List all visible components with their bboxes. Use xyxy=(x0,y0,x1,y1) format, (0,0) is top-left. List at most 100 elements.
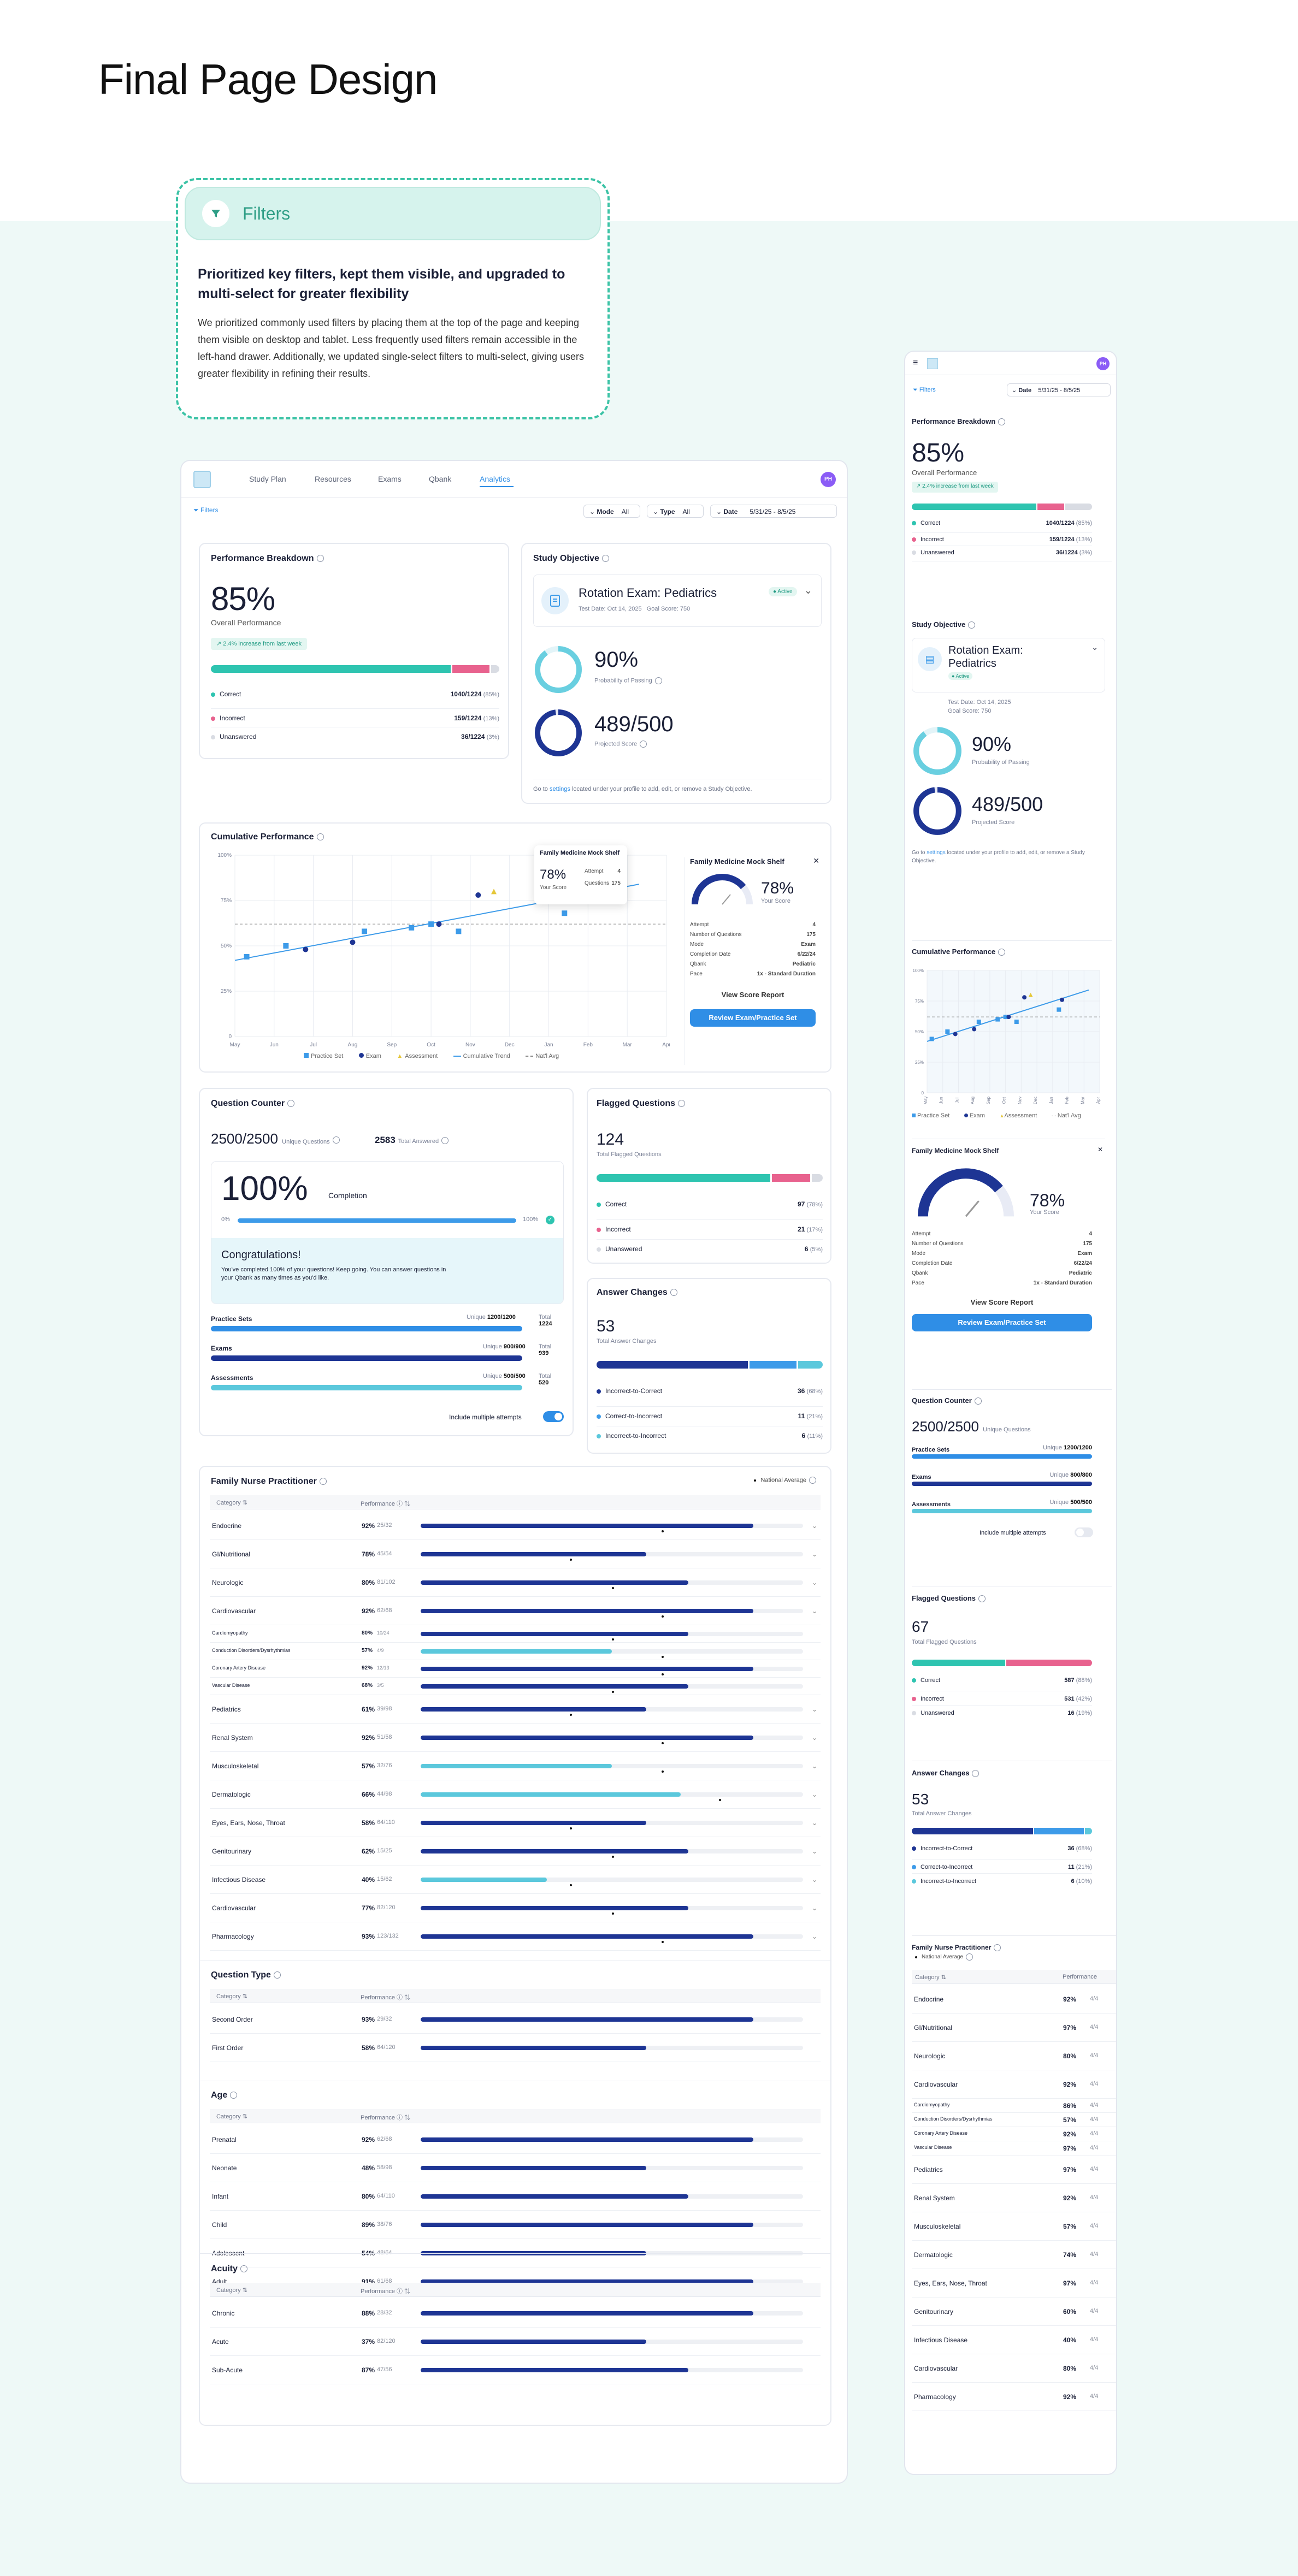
date-filter[interactable]: ⌄ Date 5/31/25 - 8/5/25 xyxy=(710,505,837,518)
info-icon[interactable] xyxy=(287,1100,295,1108)
m-view-report-button[interactable]: View Score Report xyxy=(970,1298,1034,1306)
m-table-row[interactable]: Cardiovascular 92% 4/4 xyxy=(912,2070,1116,2099)
date-filter[interactable]: ⌄ Date 5/31/25 - 8/5/25 xyxy=(1007,383,1111,396)
info-icon[interactable] xyxy=(601,555,609,562)
table-row[interactable]: Neonate 48% 58/98 xyxy=(210,2154,821,2182)
info-icon[interactable] xyxy=(319,1478,327,1485)
nav-analytics[interactable]: Analytics xyxy=(480,475,511,483)
review-exam-button[interactable]: Review Exam/Practice Set xyxy=(690,1009,816,1027)
table-row[interactable]: Child 89% 38/76 xyxy=(210,2211,821,2239)
close-icon[interactable]: ✕ xyxy=(1097,1146,1103,1153)
m-table-row[interactable]: Pharmacology 92% 4/4 xyxy=(912,2383,1116,2411)
table-row[interactable]: Second Order 93% 29/32 xyxy=(210,2005,821,2034)
table-row[interactable]: Neurologic 80% 81/102 ⌄ xyxy=(210,1568,821,1597)
m-table-row[interactable]: Musculoskeletal 57% 4/4 xyxy=(912,2212,1116,2241)
practice-set-point xyxy=(244,954,250,960)
table-row[interactable]: Acute 37% 82/120 xyxy=(210,2328,821,2356)
m-objective-row[interactable]: ▤ Rotation Exam: Pediatrics ⌄ ● Active xyxy=(912,638,1105,692)
nav-study-plan[interactable]: Study Plan xyxy=(249,475,286,483)
table-row[interactable]: Conduction Disorders/Dysrhythmias 57% 4/9 xyxy=(210,1643,821,1660)
m-perf-split xyxy=(912,504,1093,510)
chevron-down-icon[interactable]: ⌄ xyxy=(804,585,812,596)
m-unique: 2500/2500 Unique Questions xyxy=(912,1418,1031,1435)
table-row[interactable]: Pediatrics 61% 39/98 ⌄ xyxy=(210,1695,821,1724)
table-row[interactable]: Prenatal 92% 62/68 xyxy=(210,2125,821,2154)
info-icon[interactable] xyxy=(678,1100,686,1108)
exam-point xyxy=(1022,995,1027,1000)
table-row[interactable]: Cardiovascular 92% 62/68 ⌄ xyxy=(210,1597,821,1625)
m-table-row[interactable]: Dermatologic 74% 4/4 xyxy=(912,2241,1116,2269)
m-table-row[interactable]: Coronary Artery Disease 92% 4/4 xyxy=(912,2127,1116,2141)
table-row[interactable]: Vascular Disease 68% 3/5 xyxy=(210,1678,821,1695)
m-table-row[interactable]: GI/Nutritional 97% 4/4 xyxy=(912,2014,1116,2042)
flagged-questions-card: Flagged Questions 124 Total Flagged Ques… xyxy=(587,1088,831,1264)
col-category[interactable]: Category ⇅ xyxy=(216,2287,247,2294)
nav-qbank[interactable]: Qbank xyxy=(429,475,452,483)
col-performance[interactable]: Performance ⓘ ⇅ xyxy=(361,2288,411,2295)
table-row[interactable]: GI/Nutritional 78% 45/54 ⌄ xyxy=(210,1540,821,1568)
info-icon[interactable] xyxy=(670,1289,677,1296)
m-table-row[interactable]: Cardiovascular 80% 4/4 xyxy=(912,2354,1116,2383)
filters-button[interactable]: ⏷ Filters xyxy=(193,506,219,514)
table-row[interactable]: Dermatologic 66% 44/98 ⌄ xyxy=(210,1780,821,1809)
hamburger-menu-icon[interactable]: ≡ xyxy=(913,358,918,368)
m-table-row[interactable]: Cardiomyopathy 86% 4/4 xyxy=(912,2099,1116,2113)
probability-label: Probability of Passing xyxy=(594,677,662,684)
table-row[interactable]: Endocrine 92% 25/32 ⌄ xyxy=(210,1512,821,1540)
avatar[interactable]: PH xyxy=(1096,357,1110,370)
col-category[interactable]: Category ⇅ xyxy=(216,1500,247,1506)
performance-bar xyxy=(421,1707,646,1712)
type-filter[interactable]: ⌄ Type All xyxy=(647,505,704,518)
col-category[interactable]: Category ⇅ xyxy=(216,1993,247,2000)
nav-resources[interactable]: Resources xyxy=(315,475,351,483)
m-table-row[interactable]: Genitourinary 60% 4/4 xyxy=(912,2297,1116,2326)
table-row[interactable]: Pharmacology 93% 123/132 ⌄ xyxy=(210,1922,821,1951)
info-icon[interactable] xyxy=(316,833,324,841)
m-table-row[interactable]: Eyes, Ears, Nose, Throat 97% 4/4 xyxy=(912,2269,1116,2297)
multiple-attempts-toggle[interactable] xyxy=(543,1411,564,1422)
table-row[interactable]: Sub-Acute 87% 47/56 xyxy=(210,2356,821,2384)
m-review-button[interactable]: Review Exam/Practice Set xyxy=(912,1314,1092,1331)
settings-link[interactable]: settings xyxy=(549,786,570,792)
performance-bar xyxy=(421,1524,753,1528)
table-row[interactable]: First Order 58% 64/120 xyxy=(210,2034,821,2062)
mode-filter[interactable]: ⌄ Mode All xyxy=(583,505,640,518)
table-row[interactable]: Chronic 88% 28/32 xyxy=(210,2299,821,2328)
row-percent: 92% xyxy=(362,1734,375,1742)
m-table-row[interactable]: Pediatrics 97% 4/4 xyxy=(912,2155,1116,2184)
row-fraction: 15/25 xyxy=(377,1847,392,1854)
table-row[interactable]: Cardiomyopathy 80% 10/24 xyxy=(210,1625,821,1643)
mock-attempt-row: Attempt 4 xyxy=(690,922,816,928)
objective-row[interactable]: Rotation Exam: Pediatrics ● Active ⌄ Tes… xyxy=(533,575,822,627)
table-row[interactable]: Eyes, Ears, Nose, Throat 58% 64/110 ⌄ xyxy=(210,1809,821,1837)
close-icon[interactable]: ✕ xyxy=(813,856,819,865)
info-icon[interactable] xyxy=(316,555,324,562)
table-row[interactable]: Genitourinary 62% 15/25 ⌄ xyxy=(210,1837,821,1866)
col-performance[interactable]: Performance ⓘ ⇅ xyxy=(361,2115,411,2121)
filters-button[interactable]: ⏷ Filters xyxy=(913,387,936,393)
chevron-down-icon[interactable]: ⌄ xyxy=(1092,643,1098,652)
m-table-row[interactable]: Renal System 92% 4/4 xyxy=(912,2184,1116,2212)
table-row[interactable]: Musculoskeletal 57% 32/76 ⌄ xyxy=(210,1752,821,1780)
row-percent: 80% xyxy=(362,1579,375,1586)
x-tick-label: Dec xyxy=(1033,1097,1038,1104)
col-performance[interactable]: Performance ⓘ ⇅ xyxy=(361,1501,411,1507)
col-performance[interactable]: Performance ⓘ ⇅ xyxy=(361,1994,411,2001)
row-fraction: 28/32 xyxy=(377,2309,392,2316)
m-table-row[interactable]: Infectious Disease 40% 4/4 xyxy=(912,2326,1116,2354)
col-category[interactable]: Category ⇅ xyxy=(216,2113,247,2120)
x-tick-label: Dec xyxy=(505,1042,515,1048)
m-table-row[interactable]: Neurologic 80% 4/4 xyxy=(912,2042,1116,2070)
table-row[interactable]: Infectious Disease 40% 15/62 ⌄ xyxy=(210,1866,821,1894)
table-row[interactable]: Infant 80% 64/110 xyxy=(210,2182,821,2211)
m-table-row[interactable]: Endocrine 92% 4/4 xyxy=(912,1985,1116,2014)
m-table-row[interactable]: Conduction Disorders/Dysrhythmias 57% 4/4 xyxy=(912,2113,1116,2127)
view-score-report-button[interactable]: View Score Report xyxy=(721,991,784,999)
m-multiple-attempts-toggle[interactable] xyxy=(1075,1527,1093,1537)
table-row[interactable]: Coronary Artery Disease 92% 12/13 xyxy=(210,1660,821,1678)
m-table-row[interactable]: Vascular Disease 97% 4/4 xyxy=(912,2141,1116,2155)
table-row[interactable]: Renal System 92% 51/58 ⌄ xyxy=(210,1724,821,1752)
nav-exams[interactable]: Exams xyxy=(378,475,402,483)
avatar[interactable]: PH xyxy=(821,472,836,487)
table-row[interactable]: Cardiovascular 77% 82/120 ⌄ xyxy=(210,1894,821,1922)
